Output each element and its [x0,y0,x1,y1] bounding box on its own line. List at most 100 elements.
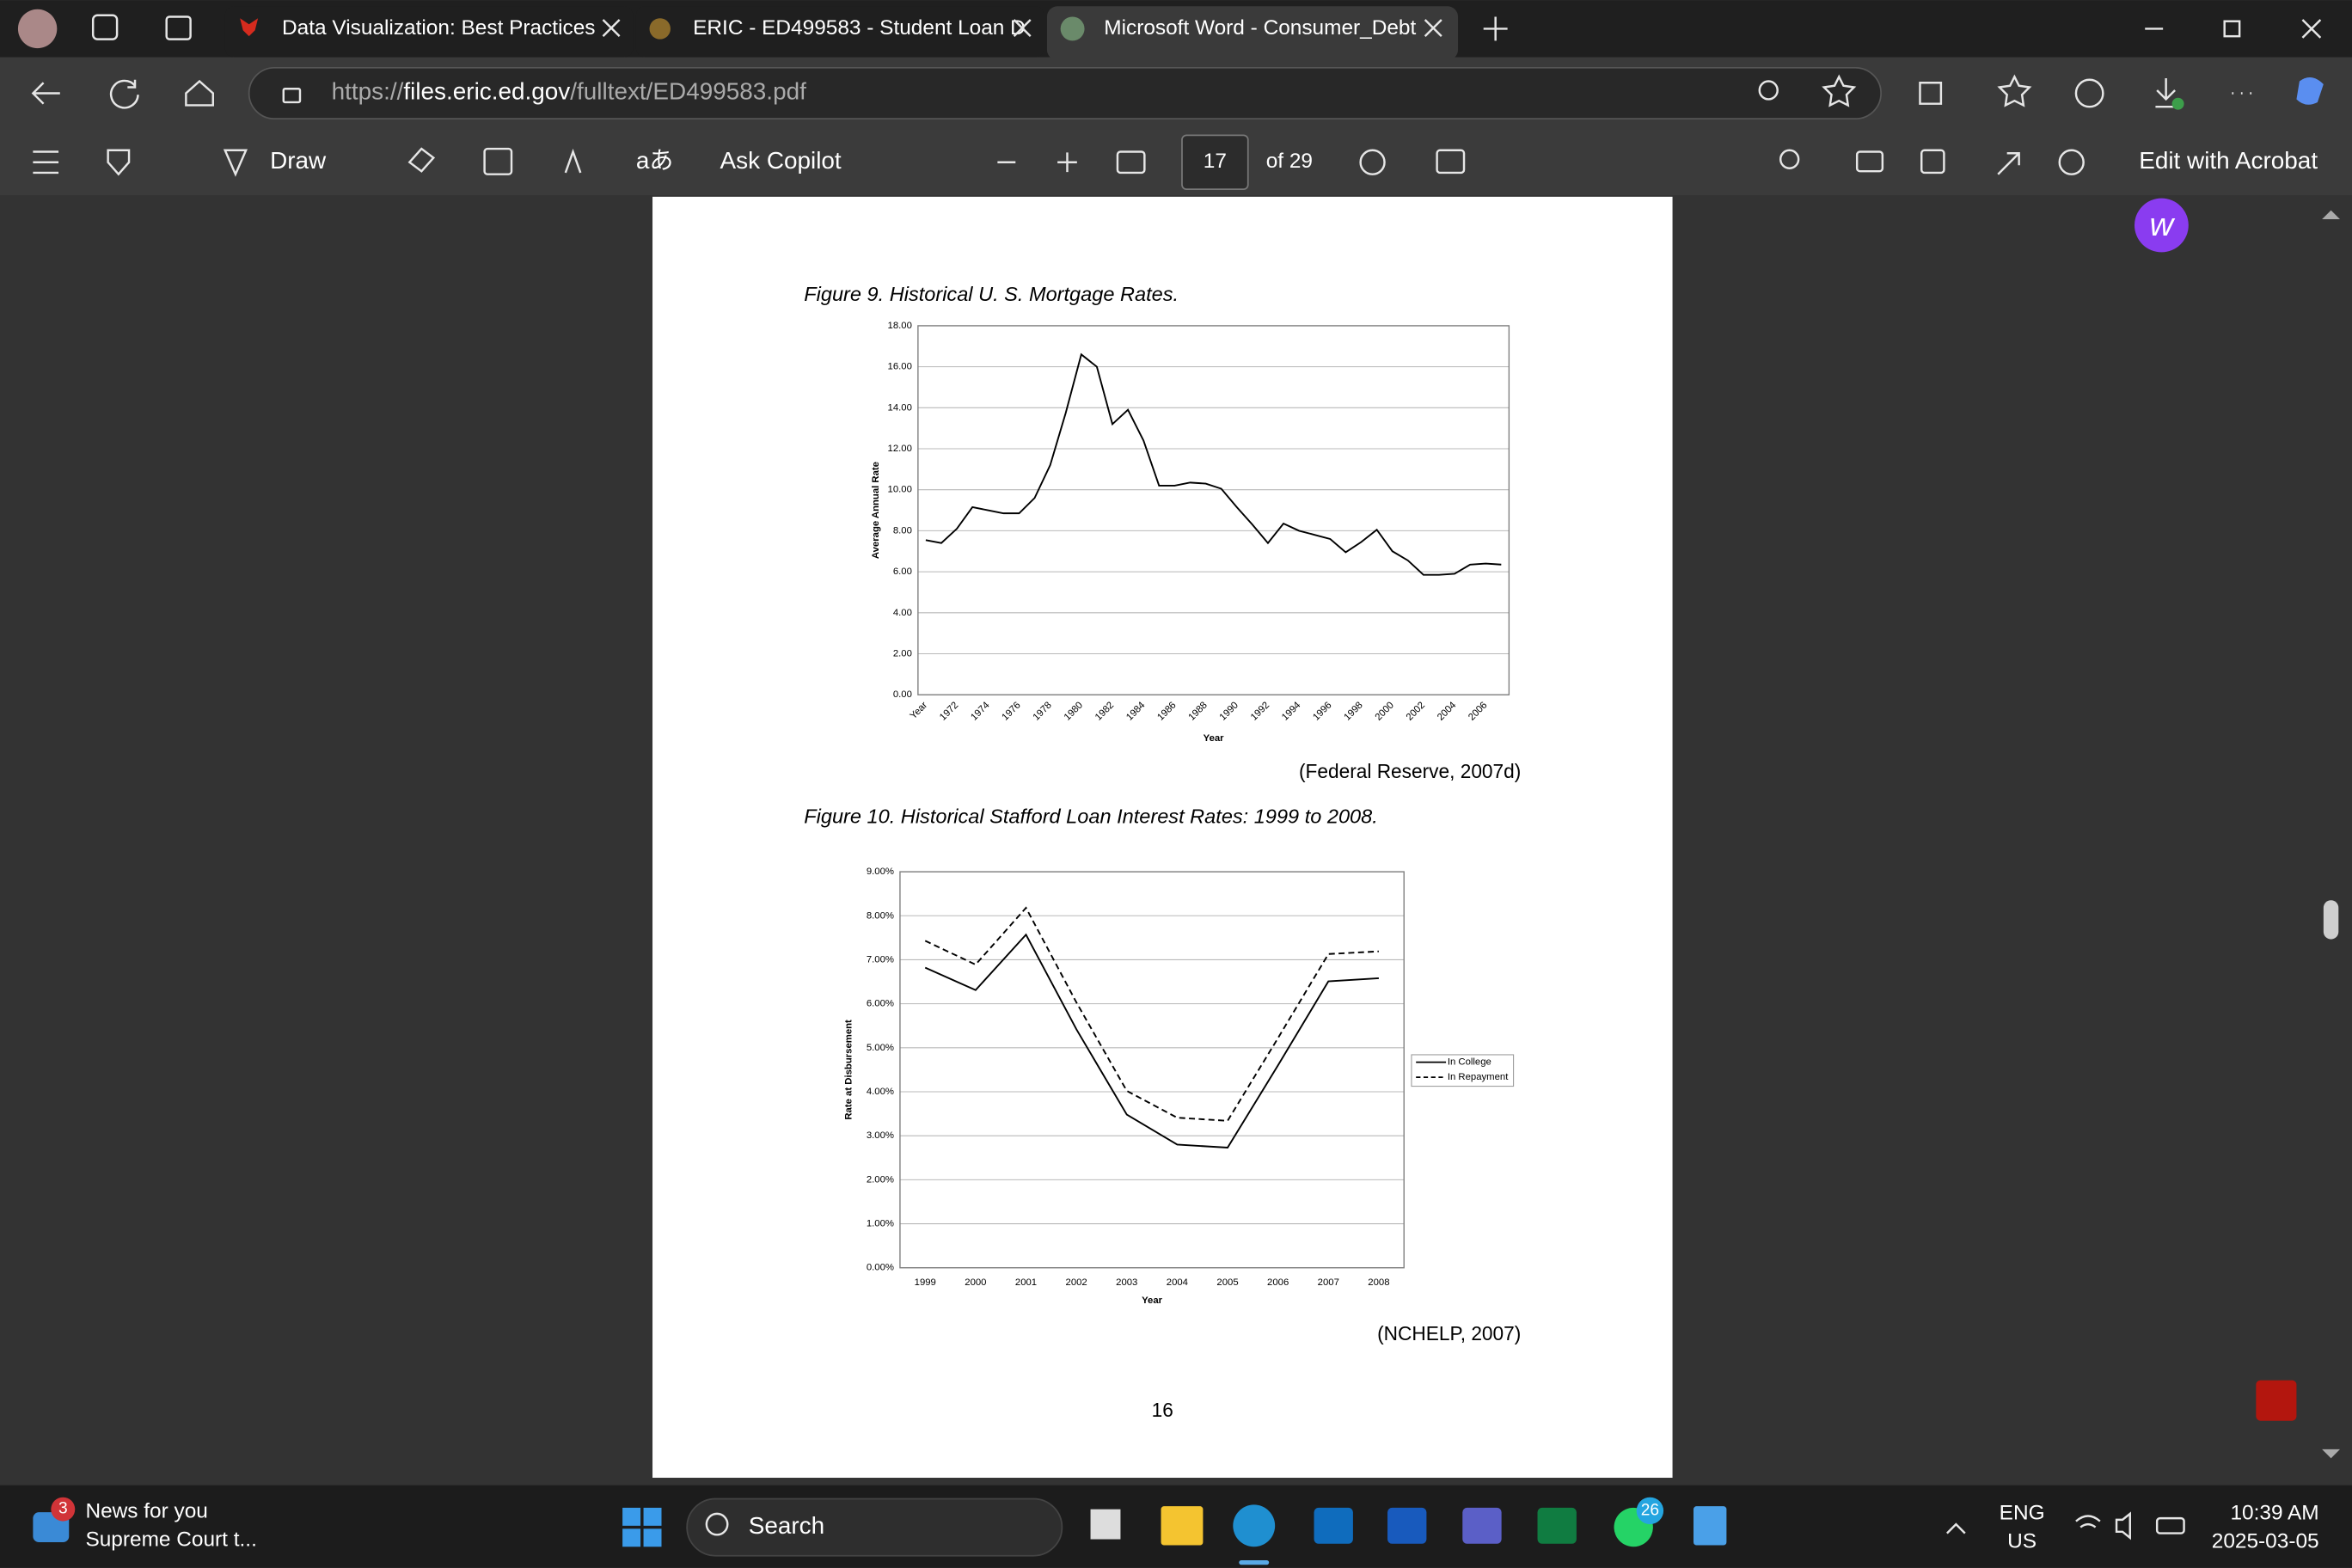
tab-close[interactable] [602,19,621,38]
y-tick-label: 9.00% [867,867,894,877]
search-placeholder: Search [749,1512,824,1539]
plot-frame [917,325,1510,695]
tab-title: Microsoft Word - Consumer_Debt [1104,16,1416,40]
tab-close[interactable] [1013,19,1032,38]
wifi-icon[interactable] [2075,1515,2101,1528]
data-line [925,352,1502,576]
draw-icon[interactable] [223,149,248,177]
lock-icon[interactable] [282,88,302,104]
outlook-button[interactable] [1314,1507,1353,1544]
fullscreen-button[interactable] [1997,152,2020,175]
tray-overflow[interactable] [1946,1522,1966,1534]
notepad-button[interactable] [1693,1506,1727,1546]
back-button[interactable] [31,82,60,105]
zoom-in-button[interactable] [1057,152,1077,173]
print-button[interactable] [1855,150,1884,173]
translate-button[interactable]: aあ [636,147,673,174]
page-footer-number: 16 [1152,1399,1173,1421]
y-tick-label: 8.00 [893,525,912,536]
address-box[interactable] [248,66,1882,120]
explorer-button[interactable] [1161,1506,1204,1546]
page-count: of 29 [1266,150,1313,173]
x-tick-label: 2008 [1368,1277,1389,1288]
tab-actions-button[interactable] [165,15,192,40]
x-tick-label: 2007 [1318,1277,1339,1288]
highlight-button[interactable] [107,149,131,176]
draw-button[interactable]: Draw [270,147,327,174]
y-tick-label: 6.00% [867,999,894,1009]
fit-button[interactable] [1116,150,1146,175]
edit-with-acrobat-button[interactable]: Edit with Acrobat [2139,147,2318,174]
page-view-button[interactable] [1436,149,1466,175]
x-tick-label: 1999 [915,1277,936,1288]
copilot-button[interactable] [2296,77,2324,105]
language[interactable]: ENG [2000,1501,2045,1524]
teams-button[interactable] [1462,1507,1502,1544]
data-line [924,906,1379,1122]
rotate-button[interactable] [1359,149,1386,175]
close-button[interactable] [2301,19,2322,39]
history-button[interactable] [2074,78,2104,108]
x-axis-label: Year [1204,733,1225,744]
task-view-button[interactable] [1090,1509,1121,1540]
url: https://files.eric.ed.gov/fulltext/ED499… [332,78,806,105]
tab-close[interactable] [1424,19,1442,38]
page-number-box[interactable] [1181,134,1249,191]
news-title[interactable]: News for you [85,1500,207,1523]
ask-copilot-button[interactable]: Ask Copilot [720,147,842,174]
y-tick-label: 5.00% [867,1043,894,1053]
page-number: 17 [1204,150,1227,173]
x-tick-label: 2000 [965,1277,986,1288]
settings-button[interactable] [2058,149,2085,175]
start-tile [643,1528,662,1547]
y-tick-label: 6.00 [893,567,912,577]
new-tab-button[interactable] [1483,16,1508,41]
news-badge [51,1497,76,1522]
excel-button[interactable] [1537,1507,1577,1544]
volume-icon[interactable] [2115,1511,2131,1540]
news-headline[interactable]: Supreme Court t... [85,1528,256,1552]
x-tick-label: 2003 [1116,1277,1137,1288]
extensions-button[interactable] [1919,82,1943,105]
favorites-button[interactable] [1997,74,2032,107]
acrobat-button[interactable] [2256,1380,2297,1421]
pdf-page [652,196,1673,1479]
refresh-button[interactable] [109,79,139,109]
clock-time[interactable]: 10:39 AM [2230,1501,2318,1524]
word-button[interactable] [1387,1507,1427,1544]
plot-frame [899,871,1405,1269]
keyboard-layout[interactable]: US [2007,1529,2037,1553]
start-button[interactable] [622,1507,662,1547]
tab-title: ERIC - ED499583 - Student Loan D [693,16,1026,40]
edge-button[interactable] [1233,1504,1276,1547]
save-button[interactable] [1920,149,1945,175]
start-tile [643,1507,662,1526]
tab[interactable] [635,6,1044,58]
read-aloud-button[interactable] [564,148,582,174]
profile-avatar[interactable] [17,9,58,49]
favorite-button[interactable] [1822,74,1857,107]
restore-button[interactable] [2223,20,2241,38]
y-tick-label: 2.00 [893,648,912,658]
contents-button[interactable] [33,150,59,175]
x-tick-label: 2006 [1267,1277,1289,1288]
text-button[interactable] [483,147,513,175]
extension-bubble[interactable] [2134,198,2189,253]
data-line [924,933,1379,1148]
clock-date[interactable]: 2025-03-05 [2212,1529,2319,1553]
y-tick-label: 16.00 [888,362,912,372]
search-box[interactable] [686,1498,1063,1557]
scrollbar-thumb[interactable] [2323,900,2339,940]
battery-icon[interactable] [2155,1516,2185,1534]
tab[interactable] [224,6,634,58]
erase-button[interactable] [407,147,436,173]
workspaces-button[interactable] [91,14,119,40]
zoom-icon[interactable] [1758,80,1779,101]
x-tick-label: 2004 [1167,1277,1188,1288]
home-button[interactable] [185,79,214,107]
active-tab[interactable] [1046,6,1459,61]
search-button[interactable] [1779,149,1800,169]
x-tick-label: 2005 [1216,1277,1238,1288]
extension-logo: w [2150,206,2176,243]
start-tile [622,1528,641,1547]
